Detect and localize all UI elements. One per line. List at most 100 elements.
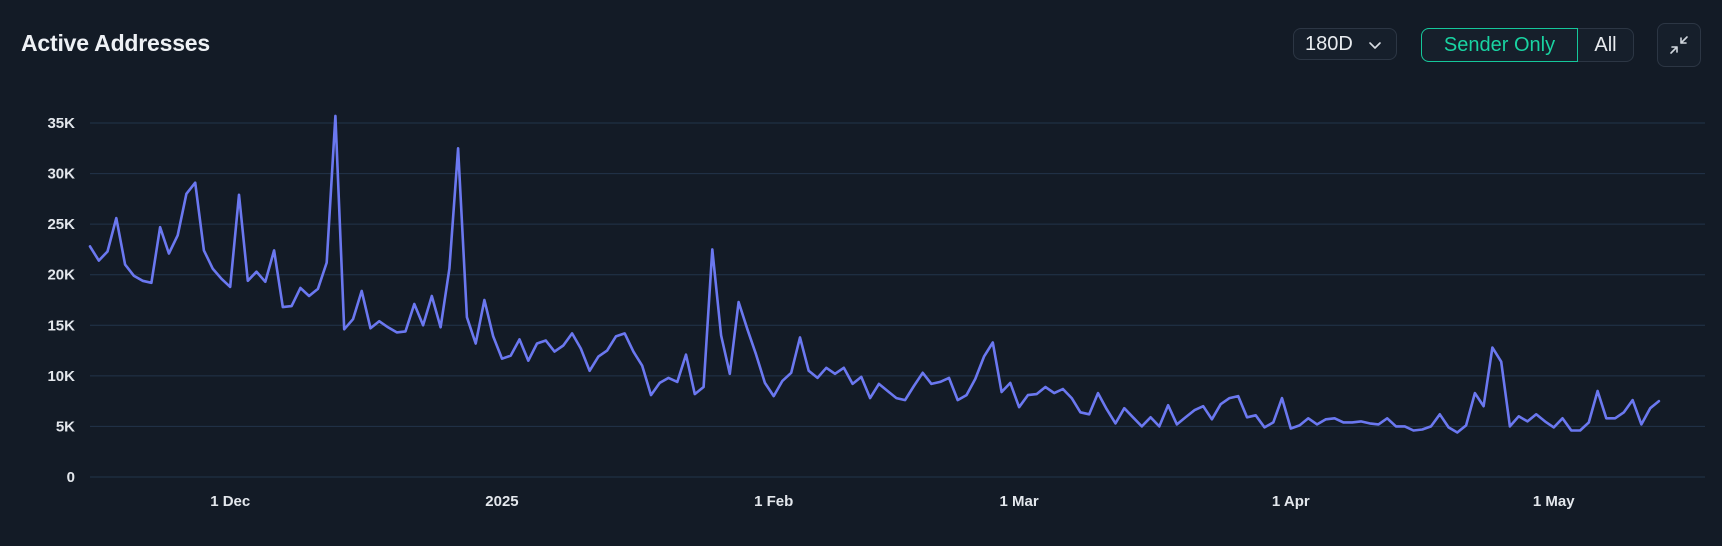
data-point[interactable]: [639, 363, 645, 369]
data-point[interactable]: [920, 370, 926, 376]
data-point[interactable]: [543, 338, 549, 344]
data-point[interactable]: [1139, 423, 1145, 429]
data-point[interactable]: [578, 346, 584, 352]
data-point[interactable]: [368, 325, 374, 331]
data-point[interactable]: [1437, 411, 1443, 417]
data-point[interactable]: [411, 301, 417, 307]
data-point[interactable]: [990, 340, 996, 346]
sender-only-button[interactable]: Sender Only: [1421, 28, 1578, 62]
data-point[interactable]: [1595, 388, 1601, 394]
data-point[interactable]: [490, 333, 496, 339]
data-point[interactable]: [1577, 428, 1583, 434]
data-point[interactable]: [122, 262, 128, 268]
data-point[interactable]: [350, 316, 356, 322]
data-point[interactable]: [692, 391, 698, 397]
data-point[interactable]: [297, 285, 303, 291]
data-point[interactable]: [1516, 413, 1522, 419]
data-point[interactable]: [376, 318, 382, 324]
data-point[interactable]: [1007, 380, 1013, 386]
data-point[interactable]: [481, 297, 487, 303]
data-point[interactable]: [534, 341, 540, 347]
data-point[interactable]: [1621, 409, 1627, 415]
data-point[interactable]: [1384, 415, 1390, 421]
data-point[interactable]: [1402, 423, 1408, 429]
data-point[interactable]: [1253, 412, 1259, 418]
data-point[interactable]: [1472, 390, 1478, 396]
data-point[interactable]: [455, 145, 461, 151]
data-point[interactable]: [1051, 390, 1057, 396]
data-point[interactable]: [858, 374, 864, 380]
data-point[interactable]: [1323, 416, 1329, 422]
data-point[interactable]: [105, 249, 111, 255]
data-point[interactable]: [1349, 419, 1355, 425]
data-point[interactable]: [306, 293, 312, 299]
data-point[interactable]: [841, 365, 847, 371]
data-point[interactable]: [736, 299, 742, 305]
data-point[interactable]: [1235, 393, 1241, 399]
data-point[interactable]: [1174, 421, 1180, 427]
data-point[interactable]: [332, 113, 338, 119]
data-point[interactable]: [464, 314, 470, 320]
data-point[interactable]: [192, 180, 198, 186]
data-point[interactable]: [718, 332, 724, 338]
data-point[interactable]: [744, 326, 750, 332]
data-point[interactable]: [1016, 404, 1022, 410]
data-point[interactable]: [1393, 423, 1399, 429]
data-point[interactable]: [1156, 423, 1162, 429]
data-point[interactable]: [832, 371, 838, 377]
data-point[interactable]: [1305, 415, 1311, 421]
data-point[interactable]: [1498, 359, 1504, 365]
data-point[interactable]: [911, 383, 917, 389]
data-point[interactable]: [972, 376, 978, 382]
data-point[interactable]: [560, 343, 566, 349]
data-point[interactable]: [1270, 419, 1276, 425]
data-point[interactable]: [999, 389, 1005, 395]
data-point[interactable]: [876, 381, 882, 387]
data-point[interactable]: [946, 375, 952, 381]
data-point[interactable]: [1419, 427, 1425, 433]
data-point[interactable]: [630, 349, 636, 355]
data-point[interactable]: [131, 273, 137, 279]
data-point[interactable]: [236, 192, 242, 198]
data-point[interactable]: [254, 269, 260, 275]
data-point[interactable]: [183, 191, 189, 197]
data-point[interactable]: [1218, 401, 1224, 407]
data-point[interactable]: [613, 333, 619, 339]
data-point[interactable]: [385, 324, 391, 330]
data-point[interactable]: [569, 330, 575, 336]
data-point[interactable]: [289, 303, 295, 309]
data-point[interactable]: [341, 326, 347, 332]
data-point[interactable]: [201, 247, 207, 253]
data-point[interactable]: [788, 370, 794, 376]
data-point[interactable]: [815, 375, 821, 381]
data-point[interactable]: [429, 293, 435, 299]
data-point[interactable]: [1244, 414, 1250, 420]
data-point[interactable]: [867, 395, 873, 401]
data-point[interactable]: [1095, 390, 1101, 396]
data-point[interactable]: [1297, 422, 1303, 428]
data-point[interactable]: [1025, 392, 1031, 398]
data-point[interactable]: [622, 330, 628, 336]
data-point[interactable]: [1034, 391, 1040, 397]
data-point[interactable]: [1376, 421, 1382, 427]
data-point[interactable]: [140, 278, 146, 284]
data-point[interactable]: [1148, 414, 1154, 420]
data-point[interactable]: [499, 356, 505, 362]
data-point[interactable]: [1288, 426, 1294, 432]
data-point[interactable]: [227, 284, 233, 290]
data-point[interactable]: [87, 243, 93, 249]
data-point[interactable]: [762, 380, 768, 386]
data-point[interactable]: [403, 328, 409, 334]
data-point[interactable]: [981, 354, 987, 360]
all-button[interactable]: All: [1594, 33, 1617, 56]
data-point[interactable]: [324, 260, 330, 266]
data-point[interactable]: [552, 349, 558, 355]
data-point[interactable]: [885, 388, 891, 394]
data-point[interactable]: [175, 232, 181, 238]
data-point[interactable]: [525, 358, 531, 364]
data-point[interactable]: [157, 224, 163, 230]
data-point[interactable]: [1586, 419, 1592, 425]
data-point[interactable]: [148, 280, 154, 286]
data-point[interactable]: [709, 246, 715, 252]
data-point[interactable]: [96, 258, 102, 264]
